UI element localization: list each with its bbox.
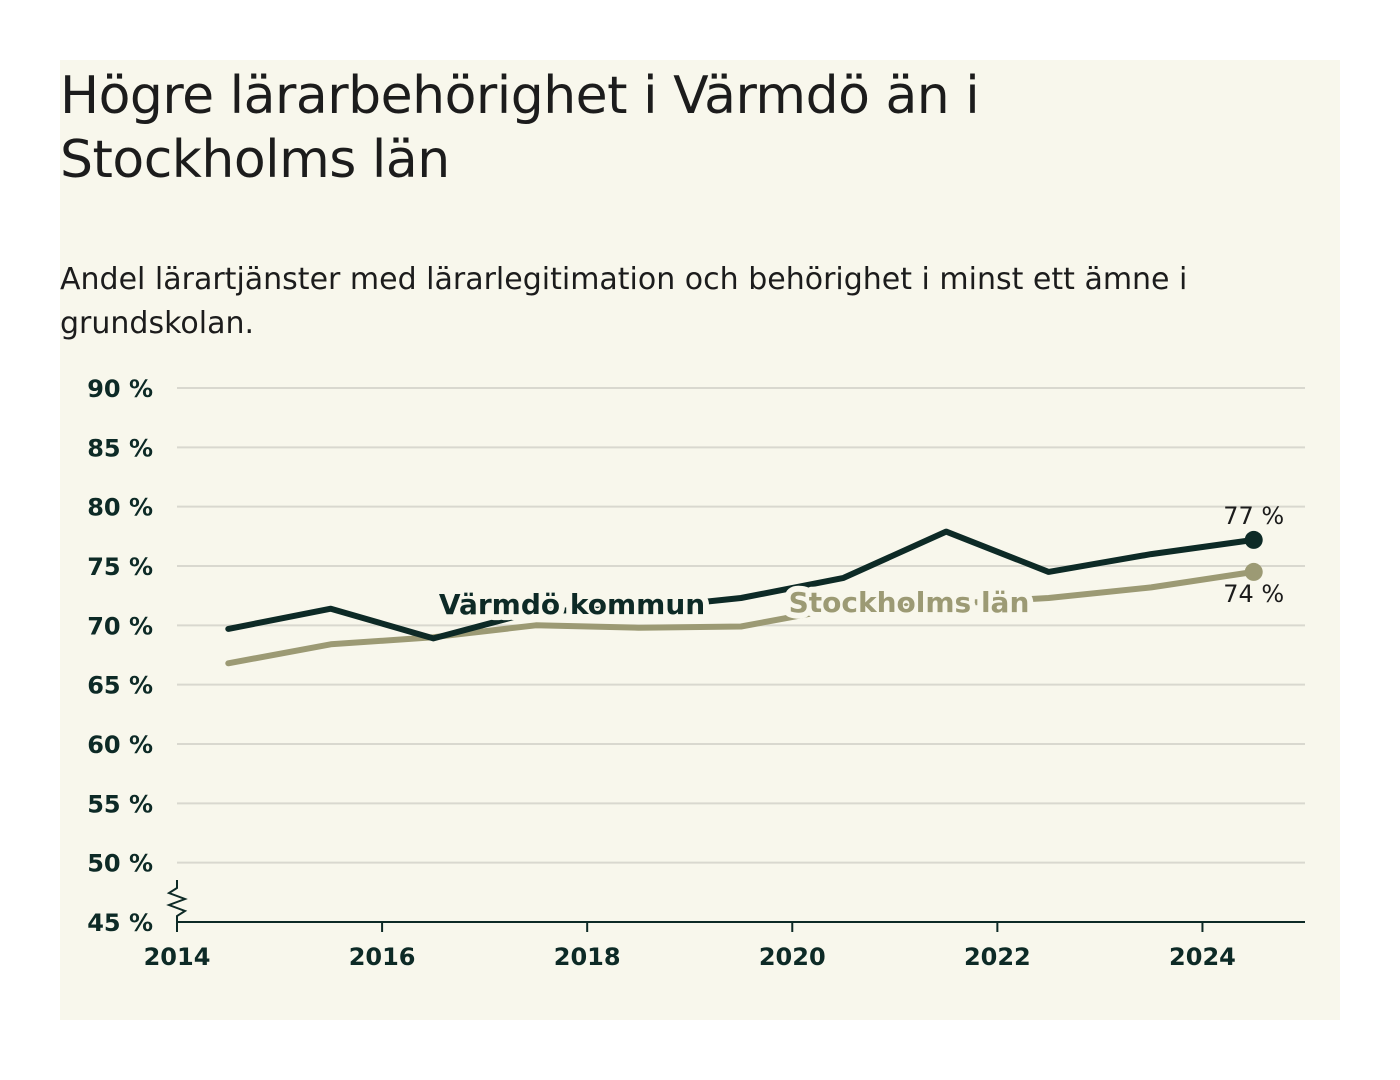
series-label-halo: Stockholms län <box>789 586 1030 619</box>
series-label-halo: Värmdö kommun <box>439 588 705 621</box>
y-tick-label: 80 % <box>87 494 153 522</box>
x-tick-label: 2014 <box>144 943 211 971</box>
y-tick-label: 70 % <box>87 612 153 640</box>
series-label-0: Värmdö kommun <box>439 588 705 621</box>
series-endpoint-1 <box>1244 562 1263 581</box>
series-label-1: Stockholms län <box>789 586 1030 619</box>
x-tick-label: 2024 <box>1169 943 1236 971</box>
chart-card <box>60 60 1340 1020</box>
axis-break-icon <box>166 880 188 922</box>
end-value-label-1: 74 % <box>1223 580 1284 608</box>
y-tick-label: 55 % <box>87 790 153 818</box>
end-value-label-0: 77 % <box>1223 502 1284 530</box>
y-tick-label: 90 % <box>87 375 153 403</box>
y-tick-label: 45 % <box>87 909 153 937</box>
y-tick-label: 85 % <box>87 434 153 462</box>
x-tick-label: 2022 <box>964 943 1031 971</box>
x-tick-label: 2018 <box>554 943 621 971</box>
x-axis: 2014 2016 2018 2020 2022 2024 <box>144 880 1305 971</box>
y-tick-label: 60 % <box>87 731 153 759</box>
y-axis-ticks: 45 % 50 % 55 % 60 % 65 % 70 % 75 % 80 % 85 % 90 % <box>87 375 153 937</box>
x-tick-label: 2016 <box>349 943 416 971</box>
series-line-1 <box>225 568 1257 667</box>
x-tick-label: 2020 <box>759 943 826 971</box>
gridlines <box>177 387 1305 864</box>
series-endpoint-0 <box>1244 530 1263 549</box>
y-tick-label: 65 % <box>87 672 153 700</box>
y-tick-label: 50 % <box>87 850 153 878</box>
series-lines <box>225 528 1263 667</box>
chart-title: Högre lärarbehörighet i Värmdö än i Stoc… <box>60 66 980 190</box>
series-line-0 <box>225 528 1257 642</box>
chart-subtitle: Andel lärartjänster med lärarlegitimatio… <box>60 262 1188 341</box>
y-tick-label: 75 % <box>87 553 153 581</box>
